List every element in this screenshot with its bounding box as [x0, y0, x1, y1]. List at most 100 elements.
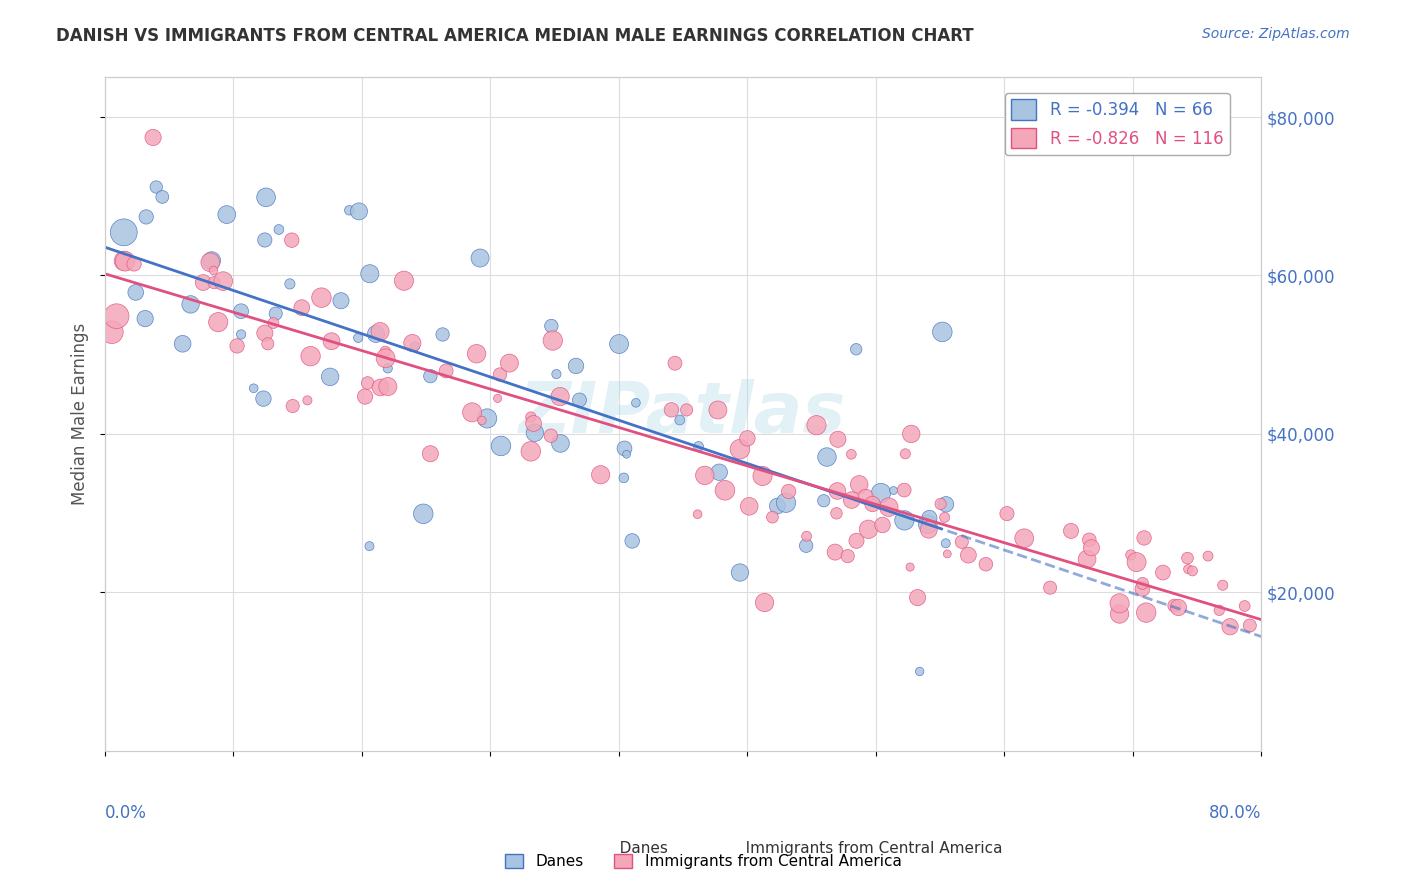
- Point: [377, 379, 399, 393]
- Text: Danes: Danes: [605, 841, 668, 856]
- Point: [1197, 549, 1219, 563]
- Point: [253, 233, 276, 247]
- Point: [498, 356, 520, 370]
- Point: [112, 225, 135, 239]
- Point: [845, 343, 868, 357]
- Point: [112, 253, 135, 268]
- Point: [101, 325, 124, 339]
- Point: [858, 522, 880, 536]
- Point: [827, 483, 849, 498]
- Point: [550, 436, 572, 450]
- Point: [935, 497, 957, 511]
- Point: [354, 390, 377, 404]
- Point: [1108, 607, 1130, 621]
- Point: [709, 465, 731, 479]
- Point: [934, 510, 956, 524]
- Point: [489, 368, 512, 382]
- Point: [377, 361, 399, 376]
- Point: [1219, 620, 1241, 634]
- Point: [347, 204, 370, 219]
- Point: [477, 411, 499, 425]
- Point: [693, 468, 716, 483]
- Point: [1012, 531, 1035, 545]
- Y-axis label: Median Male Earnings: Median Male Earnings: [72, 323, 89, 505]
- Point: [837, 549, 859, 563]
- Point: [1135, 606, 1157, 620]
- Point: [281, 233, 304, 247]
- Point: [908, 665, 931, 679]
- Point: [935, 536, 957, 550]
- Point: [1132, 576, 1154, 591]
- Point: [281, 399, 304, 413]
- Point: [319, 369, 342, 384]
- Point: [862, 497, 884, 511]
- Point: [1108, 596, 1130, 610]
- Point: [291, 301, 314, 315]
- Point: [135, 210, 157, 224]
- Point: [368, 325, 391, 339]
- Point: [664, 356, 686, 370]
- Point: [813, 493, 835, 508]
- Point: [1181, 564, 1204, 578]
- Point: [1132, 582, 1154, 596]
- Point: [392, 274, 415, 288]
- Point: [125, 285, 148, 300]
- Point: [841, 493, 863, 508]
- Point: [252, 392, 274, 406]
- Point: [929, 497, 952, 511]
- Point: [150, 190, 173, 204]
- Point: [918, 511, 941, 525]
- Point: [1119, 548, 1142, 562]
- Point: [461, 405, 484, 419]
- Point: [883, 483, 905, 498]
- Point: [900, 426, 922, 441]
- Point: [172, 336, 194, 351]
- Point: [898, 560, 921, 574]
- Point: [613, 442, 636, 456]
- Point: [1177, 562, 1199, 576]
- Point: [486, 392, 509, 406]
- Point: [434, 364, 457, 378]
- Point: [950, 534, 973, 549]
- Point: [1060, 524, 1083, 538]
- Point: [520, 444, 543, 458]
- Point: [1152, 566, 1174, 580]
- Point: [877, 500, 900, 515]
- Point: [374, 351, 396, 366]
- Point: [668, 413, 690, 427]
- Point: [254, 190, 277, 204]
- Text: 0.0%: 0.0%: [104, 805, 146, 822]
- Point: [565, 359, 588, 373]
- Point: [894, 447, 917, 461]
- Point: [661, 402, 683, 417]
- Point: [1039, 581, 1062, 595]
- Point: [794, 539, 817, 553]
- Point: [675, 403, 697, 417]
- Point: [870, 486, 893, 500]
- Point: [1163, 599, 1185, 613]
- Point: [122, 257, 145, 271]
- Point: [215, 208, 238, 222]
- Point: [471, 413, 494, 427]
- Point: [766, 499, 789, 513]
- Point: [893, 513, 915, 527]
- Text: Immigrants from Central America: Immigrants from Central America: [731, 841, 1002, 856]
- Point: [311, 291, 333, 305]
- Point: [523, 417, 546, 431]
- Point: [540, 428, 562, 442]
- Point: [936, 547, 959, 561]
- Point: [419, 369, 441, 384]
- Point: [1076, 552, 1098, 566]
- Point: [568, 392, 591, 407]
- Point: [848, 477, 870, 491]
- Point: [432, 327, 454, 342]
- Point: [374, 344, 396, 359]
- Point: [714, 483, 737, 498]
- Point: [419, 447, 441, 461]
- Point: [321, 334, 343, 349]
- Point: [607, 337, 630, 351]
- Point: [256, 336, 278, 351]
- Point: [728, 566, 751, 580]
- Point: [142, 130, 165, 145]
- Point: [1239, 618, 1261, 632]
